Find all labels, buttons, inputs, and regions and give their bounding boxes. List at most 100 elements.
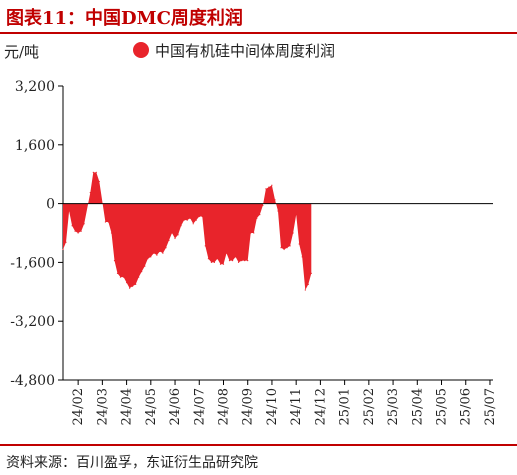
data-point-24: [141, 271, 143, 273]
data-point-10: [95, 171, 97, 173]
data-point-40: [189, 217, 191, 219]
y-tick-label: 1,600: [15, 138, 55, 154]
data-point-50: [219, 263, 222, 265]
data-point-42: [195, 219, 197, 221]
x-tick-label: 25/05: [435, 388, 450, 425]
legend: 中国有机硅中间体周度利润: [133, 42, 335, 60]
data-point-11: [98, 180, 100, 183]
data-point-14: [110, 232, 113, 234]
data-point-48: [213, 261, 215, 263]
data-point-74: [292, 232, 294, 234]
title-bar: 图表11：中国DMC周度利润: [0, 0, 517, 34]
x-tick-label: 25/01: [338, 388, 353, 425]
data-point-52: [225, 252, 228, 254]
data-point-57: [241, 260, 243, 262]
data-point-33: [168, 239, 170, 241]
data-point-13: [107, 221, 109, 223]
data-point-31: [162, 252, 164, 254]
data-point-62: [256, 217, 258, 219]
source-note: 资料来源：百川盈孚，东证衍生品研究院: [6, 455, 258, 471]
data-point-44: [201, 215, 203, 218]
y-tick-label: -3,200: [10, 314, 55, 330]
data-point-9: [92, 171, 94, 173]
x-tick-label: 24/05: [144, 388, 159, 425]
data-point-25: [144, 265, 146, 267]
data-point-5: [77, 232, 79, 234]
data-point-68: [274, 199, 276, 201]
data-point-79: [307, 283, 309, 285]
data-point-8: [89, 192, 91, 194]
x-tick-label: 25/03: [386, 388, 401, 425]
data-point-28: [153, 252, 155, 254]
data-point-65: [265, 188, 267, 190]
data-point-56: [238, 261, 240, 263]
data-point-2: [68, 210, 70, 212]
data-point-3: [71, 225, 73, 227]
data-point-76: [298, 243, 300, 245]
data-point-7: [83, 223, 85, 225]
data-point-37: [180, 225, 182, 227]
data-point-39: [186, 219, 188, 221]
legend-marker: [133, 42, 149, 58]
data-point-51: [222, 263, 225, 265]
data-point-35: [174, 237, 176, 240]
y-tick-label: 0: [46, 197, 55, 213]
data-point-0: [62, 248, 64, 251]
chart: 元/吨 中国有机硅中间体周度利润 3,200 1,600 0 -1,600 -3,200…: [4, 42, 498, 425]
data-point-71: [283, 248, 285, 251]
data-point-73: [289, 245, 291, 247]
data-point-53: [228, 260, 231, 262]
x-tick-label: 25/02: [362, 388, 377, 425]
y-tick-label: -4,800: [10, 373, 55, 389]
y-tick-label: 3,200: [15, 79, 55, 95]
data-point-41: [192, 223, 194, 225]
x-tick-label: 24/07: [192, 388, 207, 425]
data-point-63: [259, 214, 261, 216]
data-point-19: [126, 282, 128, 284]
data-point-34: [171, 232, 173, 234]
data-point-61: [253, 232, 255, 234]
figure-title: 图表11：中国DMC周度利润: [6, 8, 243, 29]
plot-area: 3,200 1,600 0 -1,600 -3,200 -4,800 24/02 24/03 2…: [10, 79, 498, 425]
data-point-4: [74, 230, 76, 232]
data-point-20: [129, 287, 131, 289]
data-point-38: [183, 219, 185, 221]
x-tick-label: 24/10: [265, 388, 280, 425]
data-point-46: [207, 258, 209, 260]
series-area: [63, 172, 312, 290]
y-tick-label: -1,600: [10, 255, 55, 271]
x-tick-label: 25/06: [459, 388, 474, 425]
data-point-69: [277, 210, 279, 212]
data-point-58: [244, 260, 246, 262]
x-tick-label: 24/08: [216, 388, 231, 425]
data-point-60: [250, 232, 252, 234]
data-point-15: [113, 260, 116, 262]
data-point-59: [247, 260, 249, 262]
x-tick-label: 25/04: [410, 388, 425, 425]
data-point-17: [119, 276, 122, 278]
x-tick-label: 24/06: [168, 388, 183, 425]
data-point-21: [132, 285, 134, 287]
data-point-66: [268, 186, 270, 188]
data-point-55: [235, 256, 237, 258]
x-tick-label: 24/03: [95, 388, 110, 425]
data-point-26: [147, 258, 149, 260]
data-point-1: [65, 241, 67, 243]
data-point-45: [204, 245, 206, 247]
x-tick-label: 24/09: [241, 388, 256, 425]
data-point-49: [216, 258, 218, 260]
x-tick-label: 24/04: [120, 388, 135, 425]
data-point-80: [310, 272, 312, 274]
data-point-70: [280, 247, 282, 249]
data-point-22: [135, 283, 137, 285]
legend-label: 中国有机硅中间体周度利润: [155, 42, 335, 60]
x-tick-label: 25/07: [483, 388, 498, 425]
data-point-78: [304, 289, 306, 291]
data-point-47: [210, 261, 212, 263]
data-point-18: [123, 276, 125, 278]
data-point-43: [198, 215, 200, 218]
y-axis-label: 元/吨: [4, 43, 39, 61]
data-point-23: [138, 276, 140, 278]
data-point-29: [156, 254, 158, 256]
data-point-54: [232, 260, 234, 262]
